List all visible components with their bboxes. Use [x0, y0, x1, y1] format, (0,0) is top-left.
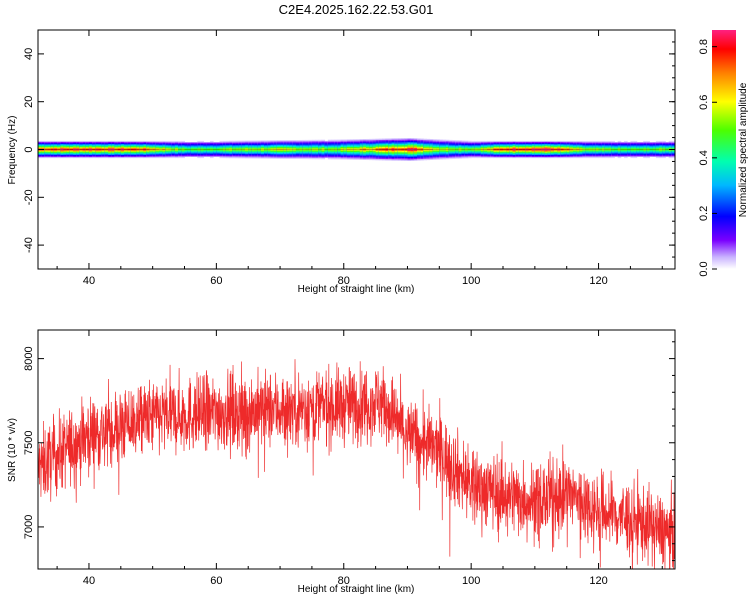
- spectrogram-ytick-label: -40: [23, 237, 35, 253]
- spectrogram-panel: 40 60 80 100 120 -40 -20 0 20 40 Height of straig…: [7, 29, 676, 295]
- spectrogram-xtick-label: 120: [589, 275, 607, 287]
- colorbar-tick-label: 0.0: [698, 261, 710, 276]
- spectrogram-xtick-label: 100: [462, 275, 480, 287]
- spectrogram-ytick-label: -20: [23, 189, 35, 205]
- snr-series-line: [38, 359, 675, 569]
- snr-xtick-label: 80: [338, 575, 350, 587]
- spectrogram-xtick-label: 40: [83, 275, 95, 287]
- spectrogram-ytick-label: 40: [23, 48, 35, 60]
- colorbar-label: Normalized spectral amplitude: [738, 82, 749, 217]
- spectrogram-xlabel: Height of straight line (km): [298, 284, 415, 295]
- colorbar-gradient: [712, 30, 736, 269]
- snr-xtick-label: 120: [589, 575, 607, 587]
- spectrogram-ylabel: Frequency (Hz): [7, 116, 18, 185]
- colorbar-tick-label: 0.8: [698, 39, 710, 54]
- snr-xtick-label: 60: [210, 575, 222, 587]
- snr-ytick-label: 7000: [23, 515, 35, 539]
- colorbar-tick-label: 0.4: [698, 150, 710, 165]
- snr-ytick-label: 8000: [23, 346, 35, 370]
- spectrogram-xtick-label: 60: [210, 275, 222, 287]
- spectrogram-ytick-label: 0: [23, 146, 35, 152]
- colorbar-ticks: 0.0 0.2 0.4 0.6 0.8: [698, 39, 717, 277]
- snr-ylabel: SNR (10 * v/v): [7, 418, 18, 482]
- snr-ticks: 40 60 80 100 120 7000 7500 8000: [23, 330, 675, 587]
- colorbar: 0.0 0.2 0.4 0.6 0.8 Normalized spectral ampl…: [698, 30, 749, 277]
- snr-frame: [37, 329, 676, 570]
- spectrogram-xtick-label: 80: [338, 275, 350, 287]
- spectrogram-band: [38, 138, 675, 161]
- figure-title: C2E4.2025.162.22.53.G01: [279, 2, 434, 17]
- snr-xtick-label: 40: [83, 575, 95, 587]
- snr-panel: 40 60 80 100 120 7000 7500 8000 Height of strai…: [7, 329, 676, 595]
- snr-ytick-label: 7500: [23, 431, 35, 455]
- colorbar-tick-label: 0.6: [698, 95, 710, 110]
- spectrogram-ytick-label: 20: [23, 96, 35, 108]
- spectrogram-ticks: 40 60 80 100 120 -40 -20 0 20 40: [23, 29, 675, 287]
- snr-xtick-label: 100: [462, 575, 480, 587]
- colorbar-tick-label: 0.2: [698, 206, 710, 221]
- snr-xlabel: Height of straight line (km): [298, 584, 415, 595]
